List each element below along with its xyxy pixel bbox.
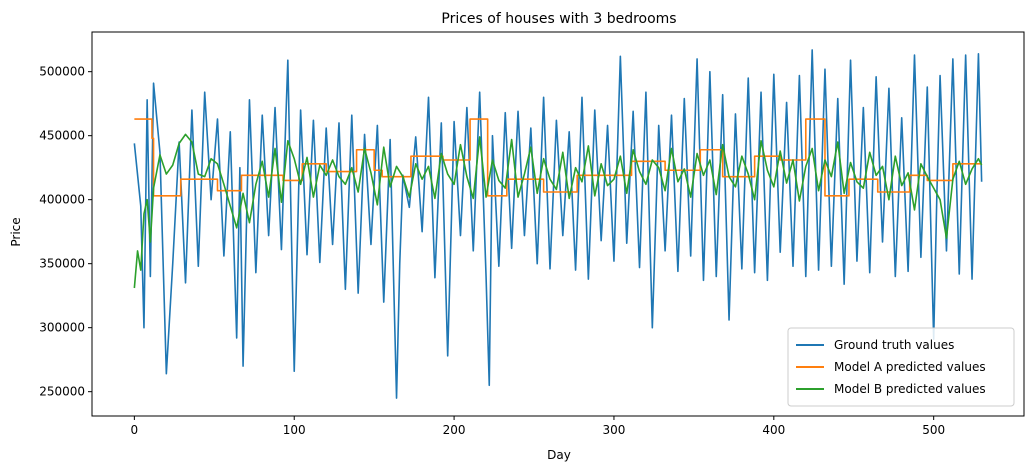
series-line-1: [133, 49, 983, 399]
y-axis: 250000 300000 350000 400000 450000 500000: [39, 65, 92, 399]
x-tick-label: 0: [131, 423, 139, 437]
series-line-3: [133, 133, 983, 289]
y-tick-label: 450000: [39, 129, 85, 143]
legend-label-3: Model B predicted values: [834, 382, 986, 396]
plot-frame: [91, 31, 1025, 417]
chart-title: Prices of houses with 3 bedrooms: [441, 11, 676, 27]
x-axis-label: Day: [547, 448, 571, 462]
y-tick-label: 400000: [39, 193, 85, 207]
x-tick-label: 100: [283, 423, 306, 437]
legend-label-1: Ground truth values: [834, 338, 954, 352]
x-tick-label: 300: [602, 423, 625, 437]
x-axis: 0 100 200 300 400 500: [131, 416, 945, 437]
x-tick-label: 200: [443, 423, 466, 437]
legend-box: [787, 327, 1015, 407]
legend-label-2: Model A predicted values: [834, 360, 986, 374]
series-line-2: [134, 118, 982, 197]
y-tick-label: 350000: [39, 257, 85, 271]
y-axis-label: Price: [9, 217, 23, 246]
plot-area: [91, 31, 1025, 417]
x-tick-label: 400: [762, 423, 785, 437]
legend: Ground truth values Model A predicted val…: [787, 327, 1015, 407]
y-tick-label: 250000: [39, 385, 85, 399]
y-tick-label: 300000: [39, 321, 85, 335]
x-tick-label: 500: [922, 423, 945, 437]
y-tick-label: 500000: [39, 65, 85, 79]
